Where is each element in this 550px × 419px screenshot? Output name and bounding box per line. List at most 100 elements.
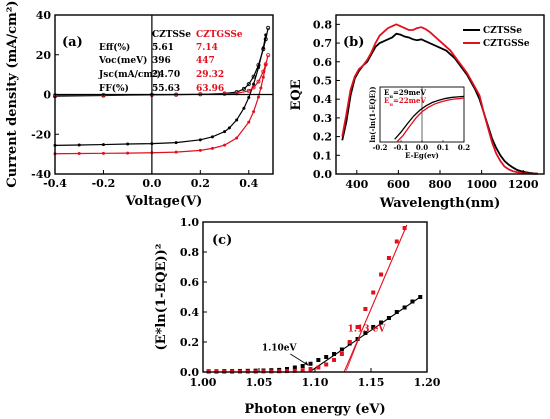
- panel-c-ytick-label: 0.4: [180, 306, 199, 319]
- panel-a-parameter-table: CZTSSe CZTGSSe Eff(%) 5.61 7.14 Voc(meV) 396 44…: [98, 30, 243, 94]
- panel-c-series-0-point: [324, 355, 329, 359]
- panel-c-series-1-point: [371, 290, 376, 295]
- panel-c-series-0-point: [363, 331, 368, 335]
- panel-a-series-0-point: [235, 118, 239, 122]
- panel-a-series-1-point: [198, 148, 202, 152]
- panel-b-xlabel: Wavelength(nm): [379, 196, 500, 211]
- panel-c-frame: [202, 221, 428, 373]
- panel-a-series-0-point: [227, 126, 231, 130]
- panel-a-table-cell: 24.70: [152, 70, 180, 80]
- panel-a-table-cell: 63.96: [196, 84, 224, 94]
- panel-a-series-1-point: [235, 136, 239, 140]
- panel-a-table-cell: 396: [152, 56, 171, 66]
- panel-c-series-0-point: [410, 299, 415, 304]
- panel-b-eqe-chart: 400 600 800 1000 1200 0.0 0.1 0.2 0.3 0.4 0.5 0.6 0.…: [289, 14, 545, 211]
- panel-a-series-0-point: [77, 143, 81, 147]
- panel-a-series-0-point: [252, 82, 256, 86]
- panel-c-series-0-point: [371, 325, 376, 329]
- panel-a-series-0-point: [198, 138, 202, 142]
- panel-c-ytick-label: 1.0: [180, 216, 199, 229]
- panel-a-series-0-point: [210, 135, 214, 139]
- panel-c-series-1-point: [363, 307, 368, 311]
- panel-a-label: (a): [62, 35, 83, 50]
- panel-c-series-0-point: [300, 364, 305, 368]
- panel-a-xtick-label: 0.0: [142, 177, 161, 190]
- panel-a-series-0-point: [247, 95, 251, 99]
- panel-c-label: (c): [212, 233, 232, 248]
- panel-b-ytick-label: 0.4: [313, 93, 332, 106]
- panel-c-series-1-point: [347, 340, 352, 344]
- panel-b-ytick-label: 0.7: [313, 37, 332, 50]
- panel-a-series-1-point: [261, 75, 265, 79]
- panel-c-series-1-point: [324, 362, 329, 367]
- panel-b-xtick-label: 1000: [466, 178, 497, 191]
- panel-a-series-1-point: [174, 150, 178, 154]
- panel-b-ytick-label: 0.5: [313, 74, 332, 87]
- panel-a-table-cell: 5.61: [152, 43, 174, 53]
- panel-a-series-1-point: [247, 120, 251, 124]
- panel-a-series-1-point: [252, 110, 256, 114]
- panel-b-inset-ylabel: ln(-ln(1-EQE)): [368, 86, 377, 142]
- panel-b-inset-annotation: Eu=22meV: [384, 96, 426, 108]
- panel-c-series-1-point: [355, 325, 360, 329]
- panel-b-inset-xtick-label: 0.0: [416, 143, 428, 152]
- panel-a-table-cell: 447: [196, 56, 215, 66]
- panel-a-table-cell: Jsc(mA/cm²): [98, 69, 161, 80]
- panel-a-table-cell: 29.32: [196, 70, 224, 80]
- panel-b-legend: CZTSSe CZTGSSe: [463, 26, 530, 49]
- panel-a-series-2-point: [266, 25, 271, 30]
- panel-b-inset-xtick-label: -0.2: [372, 143, 387, 152]
- panel-c-ytick-label: 0.2: [180, 336, 199, 349]
- panel-a-series-3-point: [261, 69, 266, 74]
- panel-a-series-1-point: [223, 143, 227, 147]
- panel-a-series-1-point: [210, 146, 214, 150]
- panel-a-ytick-label: 20: [36, 49, 52, 62]
- panel-b-xtick-label: 1200: [508, 178, 539, 191]
- panel-a-series-2-point: [256, 63, 261, 68]
- panel-c-series-0-point: [332, 352, 337, 356]
- panel-a-series-3-point: [256, 79, 261, 84]
- panel-b-label: (b): [343, 35, 364, 50]
- panel-c-series-1-point: [277, 369, 282, 374]
- panel-b-inset-xtick-label: -0.1: [393, 143, 408, 152]
- panel-a-series-3-point: [251, 85, 256, 90]
- panel-a-series-0-point: [242, 106, 246, 110]
- panel-c-series-0-point: [418, 295, 423, 299]
- panel-c-series-1-point: [339, 352, 344, 356]
- panel-b-inset-xtick-label: 0.2: [458, 143, 470, 152]
- panel-c-series-1-point: [300, 368, 305, 373]
- panel-a-table-cell: 7.14: [196, 43, 218, 53]
- panel-c-series-1-point: [292, 368, 297, 373]
- panel-a-xlabel: Voltage(V): [125, 194, 203, 209]
- panel-a-series-0-point: [101, 143, 105, 147]
- panel-c-series-0-point: [355, 337, 360, 341]
- panel-a-series-0-point: [126, 142, 130, 146]
- panel-c-series-0-point: [402, 305, 407, 310]
- panel-b-ytick-label: 0.2: [313, 131, 332, 144]
- panel-c-series-1-point: [386, 256, 391, 260]
- panel-a-series-1-point: [101, 151, 105, 155]
- panel-a-xtick-label: -0.4: [43, 177, 67, 190]
- panel-c-series-0-point: [339, 347, 344, 352]
- panel-a-series-3-point: [266, 53, 271, 58]
- panel-b-inset-annotation: Eu=29meV: [384, 88, 426, 100]
- panel-c-series-1-fit-line: [343, 224, 408, 373]
- panel-b-legend-label: CZTSSe: [483, 26, 522, 36]
- panel-a-series-0-point: [223, 130, 227, 134]
- panel-a-series-1-point: [256, 95, 260, 99]
- panel-c-xlabel: Photon energy (eV): [244, 402, 385, 417]
- panel-c-annotation-czts: 1.10eV: [262, 343, 298, 353]
- panel-a-ytick-label: 0: [43, 89, 51, 102]
- panel-a-ylabel: Current density (mA/cm²): [5, 0, 20, 187]
- panel-a-series-2-point: [263, 37, 268, 42]
- panel-c-xtick-label: 1.05: [246, 376, 273, 389]
- panel-c-xtick-label: 1.15: [358, 376, 385, 389]
- panel-c-series-1-point: [308, 367, 313, 371]
- panel-c-series-1-point: [402, 226, 407, 230]
- panel-c-series-0-point: [308, 361, 313, 366]
- panel-c-xtick-label: 1.00: [190, 376, 217, 389]
- panel-a-series-2-point: [261, 47, 266, 52]
